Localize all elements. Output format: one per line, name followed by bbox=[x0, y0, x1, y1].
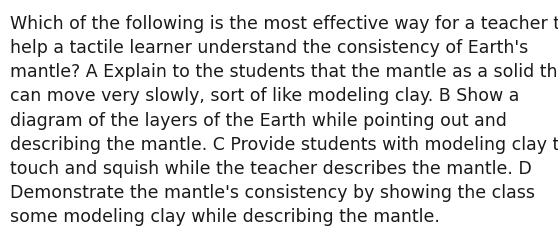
Text: describing the mantle. C Provide students with modeling clay to: describing the mantle. C Provide student… bbox=[10, 135, 558, 153]
Text: diagram of the layers of the Earth while pointing out and: diagram of the layers of the Earth while… bbox=[10, 111, 507, 129]
Text: Which of the following is the most effective way for a teacher to: Which of the following is the most effec… bbox=[10, 15, 558, 33]
Text: Demonstrate the mantle's consistency by showing the class: Demonstrate the mantle's consistency by … bbox=[10, 183, 535, 201]
Text: some modeling clay while describing the mantle.: some modeling clay while describing the … bbox=[10, 207, 440, 225]
Text: can move very slowly, sort of like modeling clay. B Show a: can move very slowly, sort of like model… bbox=[10, 87, 519, 105]
Text: touch and squish while the teacher describes the mantle. D: touch and squish while the teacher descr… bbox=[10, 159, 532, 177]
Text: mantle? A Explain to the students that the mantle as a solid that: mantle? A Explain to the students that t… bbox=[10, 63, 558, 81]
Text: help a tactile learner understand the consistency of Earth's: help a tactile learner understand the co… bbox=[10, 39, 528, 57]
